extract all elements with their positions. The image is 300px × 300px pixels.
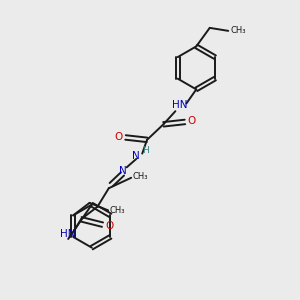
- Text: HN: HN: [60, 229, 76, 239]
- Text: O: O: [105, 221, 113, 231]
- Text: CH₃: CH₃: [110, 206, 125, 215]
- Text: N: N: [119, 166, 126, 176]
- Text: O: O: [188, 116, 196, 126]
- Text: CH₃: CH₃: [230, 26, 245, 35]
- Text: N: N: [132, 151, 140, 161]
- Text: O: O: [115, 132, 123, 142]
- Text: H: H: [142, 146, 148, 154]
- Text: CH₃: CH₃: [132, 172, 148, 181]
- Text: HN: HN: [172, 100, 188, 110]
